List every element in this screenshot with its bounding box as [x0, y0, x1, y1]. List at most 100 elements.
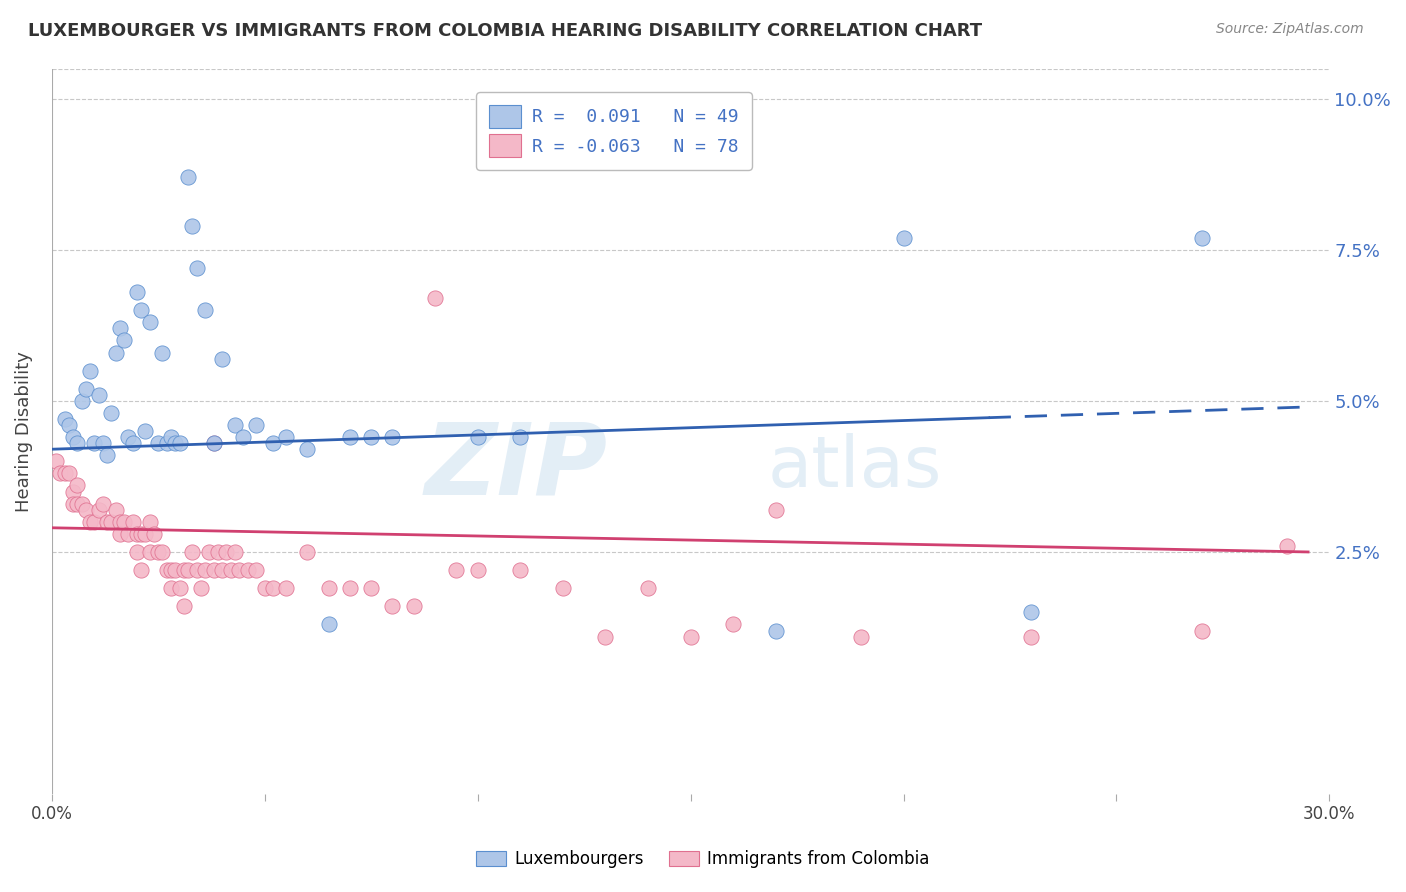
Point [148, 436, 170, 450]
Point [62, 430, 84, 444]
Point [186, 260, 208, 275]
Point [215, 545, 238, 559]
Point [446, 563, 468, 577]
Point [339, 430, 361, 444]
Point [245, 418, 267, 433]
Text: Source: ZipAtlas.com: Source: ZipAtlas.com [1216, 22, 1364, 37]
Point [181, 219, 204, 233]
Point [152, 345, 174, 359]
Point [509, 563, 531, 577]
Point [66, 436, 89, 450]
Point [402, 599, 425, 614]
Point [108, 515, 131, 529]
Point [75, 502, 97, 516]
Point [1191, 231, 1213, 245]
Point [224, 418, 246, 433]
Point [45, 454, 67, 468]
Legend: R =  0.091   N = 49, R = -0.063   N = 78: R = 0.091 N = 49, R = -0.063 N = 78 [477, 92, 752, 170]
Point [96, 515, 118, 529]
Point [79, 364, 101, 378]
Point [297, 442, 319, 457]
Point [129, 526, 152, 541]
Point [75, 382, 97, 396]
Point [53, 412, 76, 426]
Point [169, 436, 191, 450]
Point [53, 467, 76, 481]
Point [165, 436, 187, 450]
Point [679, 630, 702, 644]
Point [87, 502, 110, 516]
Point [637, 581, 659, 595]
Point [194, 303, 217, 318]
Point [100, 406, 122, 420]
Point [177, 170, 200, 185]
Point [198, 545, 221, 559]
Point [138, 315, 160, 329]
Point [70, 393, 93, 408]
Y-axis label: Hearing Disability: Hearing Disability [15, 351, 32, 511]
Point [1191, 624, 1213, 638]
Point [219, 563, 242, 577]
Point [381, 599, 404, 614]
Point [509, 430, 531, 444]
Text: ZIP: ZIP [425, 419, 607, 516]
Point [228, 563, 250, 577]
Point [100, 515, 122, 529]
Point [134, 424, 156, 438]
Point [274, 430, 297, 444]
Point [1019, 630, 1042, 644]
Point [156, 436, 179, 450]
Point [62, 497, 84, 511]
Point [117, 526, 139, 541]
Point [1019, 606, 1042, 620]
Point [765, 502, 787, 516]
Point [893, 231, 915, 245]
Point [104, 345, 127, 359]
Point [160, 430, 183, 444]
Point [70, 497, 93, 511]
Point [297, 545, 319, 559]
Point [143, 526, 166, 541]
Point [467, 563, 489, 577]
Point [339, 581, 361, 595]
Text: LUXEMBOURGER VS IMMIGRANTS FROM COLOMBIA HEARING DISABILITY CORRELATION CHART: LUXEMBOURGER VS IMMIGRANTS FROM COLOMBIA… [28, 22, 983, 40]
Point [1275, 539, 1298, 553]
Point [211, 351, 233, 366]
Point [181, 545, 204, 559]
Point [96, 448, 118, 462]
Point [318, 581, 340, 595]
Point [129, 303, 152, 318]
Point [211, 563, 233, 577]
Point [186, 563, 208, 577]
Point [91, 436, 114, 450]
Point [156, 563, 179, 577]
Point [49, 467, 72, 481]
Point [360, 581, 382, 595]
Point [108, 526, 131, 541]
Point [148, 545, 170, 559]
Point [551, 581, 574, 595]
Point [318, 617, 340, 632]
Point [224, 545, 246, 559]
Point [173, 563, 195, 577]
Point [190, 581, 212, 595]
Legend: Luxembourgers, Immigrants from Colombia: Luxembourgers, Immigrants from Colombia [470, 844, 936, 875]
Point [121, 515, 143, 529]
Point [62, 484, 84, 499]
Point [66, 497, 89, 511]
Point [177, 563, 200, 577]
Point [83, 515, 105, 529]
Point [112, 334, 135, 348]
Point [138, 515, 160, 529]
Point [160, 581, 183, 595]
Point [165, 563, 187, 577]
Point [232, 430, 254, 444]
Point [125, 545, 148, 559]
Point [169, 581, 191, 595]
Point [173, 599, 195, 614]
Point [262, 436, 284, 450]
Point [112, 515, 135, 529]
Point [125, 526, 148, 541]
Point [58, 418, 80, 433]
Point [360, 430, 382, 444]
